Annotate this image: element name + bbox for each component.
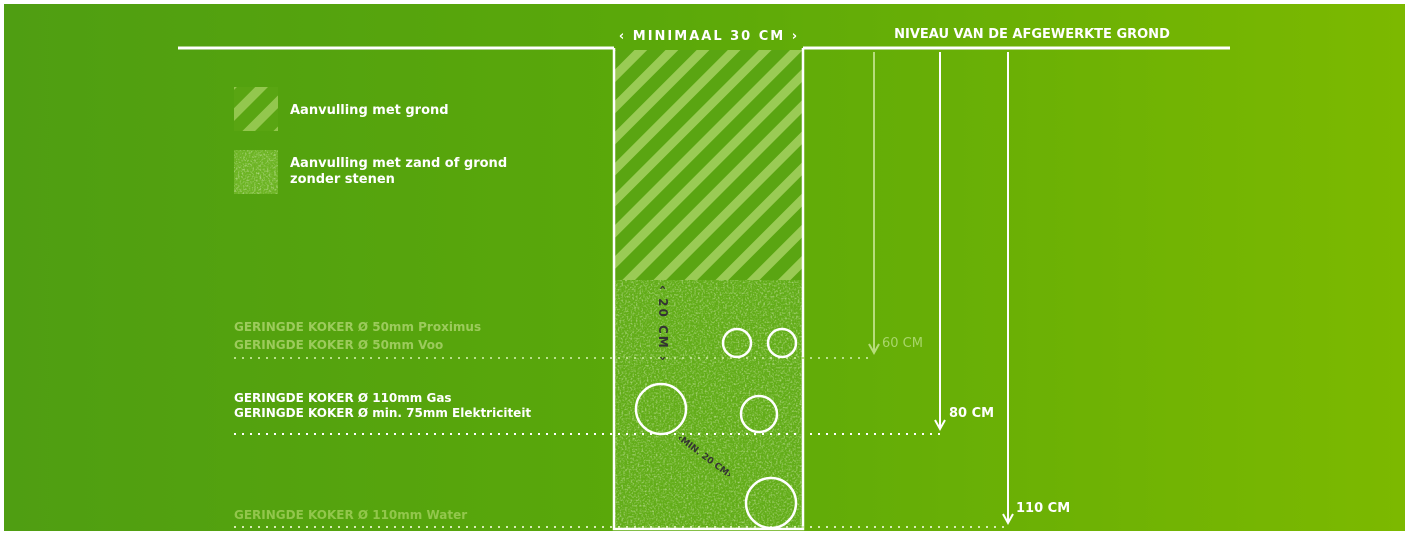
ground-level-label: NIVEAU VAN DE AFGEWERKTE GROND: [894, 27, 1170, 42]
pipe-label-proximus: GERINGDE KOKER Ø 50mm Proximus: [234, 320, 481, 334]
pipe-elektriciteit-circle: [739, 394, 779, 434]
pipe-label-water: GERINGDE KOKER Ø 110mm Water: [234, 508, 467, 522]
depth-label-80: 80 CM: [949, 406, 994, 421]
legend-hatch-label: Aanvulling met grond: [290, 103, 449, 118]
pipe-proximus-circle: [721, 327, 753, 359]
legend-sand-swatch: [234, 150, 278, 194]
legend-sand-label-2: zonder stenen: [290, 172, 395, 187]
pipe-water-circle: [744, 476, 798, 530]
hatch-fill-zone: [615, 50, 802, 280]
depth-label-60: 60 CM: [882, 336, 923, 351]
pipe-label-elektriciteit: GERINGDE KOKER Ø min. 75mm Elektriciteit: [234, 406, 531, 420]
legend-sand-label-1: Aanvulling met zand of grond: [290, 156, 507, 171]
depth-label-110: 110 CM: [1016, 501, 1070, 516]
sand-texture: [615, 280, 802, 528]
depth-arrow-60: [868, 52, 880, 356]
pipe-voo-circle: [766, 327, 798, 359]
depth-arrow-80: [934, 52, 946, 432]
pipe-label-voo: GERINGDE KOKER Ø 50mm Voo: [234, 338, 443, 352]
legend-hatch-swatch: [234, 87, 278, 131]
trench-outline: [612, 48, 805, 531]
pipe-gas-circle: [634, 382, 688, 436]
depth-arrow-110: [1002, 52, 1014, 526]
pipe-label-gas: GERINGDE KOKER Ø 110mm Gas: [234, 391, 452, 405]
spacing-vertical-label: ‹ 20 CM ›: [656, 285, 670, 363]
trench-width-label: ‹ MINIMAAL 30 CM ›: [619, 29, 799, 44]
